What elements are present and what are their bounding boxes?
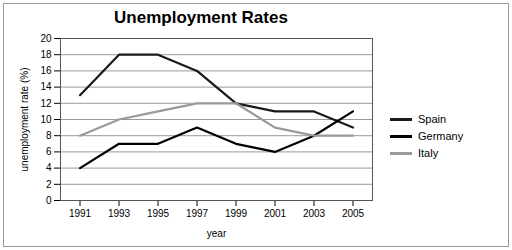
svg-text:2: 2 xyxy=(46,179,52,190)
svg-text:1993: 1993 xyxy=(108,208,131,219)
svg-text:1995: 1995 xyxy=(147,208,170,219)
svg-text:0: 0 xyxy=(46,195,52,206)
html-text:Germany: Germany xyxy=(418,130,464,142)
svg-text:2003: 2003 xyxy=(303,208,326,219)
html-text:Italy: Italy xyxy=(418,147,439,159)
svg-text:1997: 1997 xyxy=(186,208,209,219)
svg-text:18: 18 xyxy=(40,49,52,60)
svg-text:20: 20 xyxy=(40,33,52,44)
svg-text:12: 12 xyxy=(40,98,52,109)
html-text:Spain: Spain xyxy=(418,113,447,125)
svg-text:8: 8 xyxy=(46,130,52,141)
svg-text:2001: 2001 xyxy=(264,208,287,219)
svg-text:1999: 1999 xyxy=(225,208,248,219)
svg-text:1991: 1991 xyxy=(69,208,92,219)
svg-text:2005: 2005 xyxy=(342,208,365,219)
html-text:Unemployment Rates: Unemployment Rates xyxy=(114,8,288,27)
svg-text:14: 14 xyxy=(40,81,52,92)
svg-text:year: year xyxy=(207,228,227,239)
svg-text:6: 6 xyxy=(46,146,52,157)
svg-text:16: 16 xyxy=(40,65,52,76)
svg-text:4: 4 xyxy=(46,162,52,173)
svg-text:10: 10 xyxy=(40,114,52,125)
svg-text:unemployment rate (%): unemployment rate (%) xyxy=(19,68,30,172)
